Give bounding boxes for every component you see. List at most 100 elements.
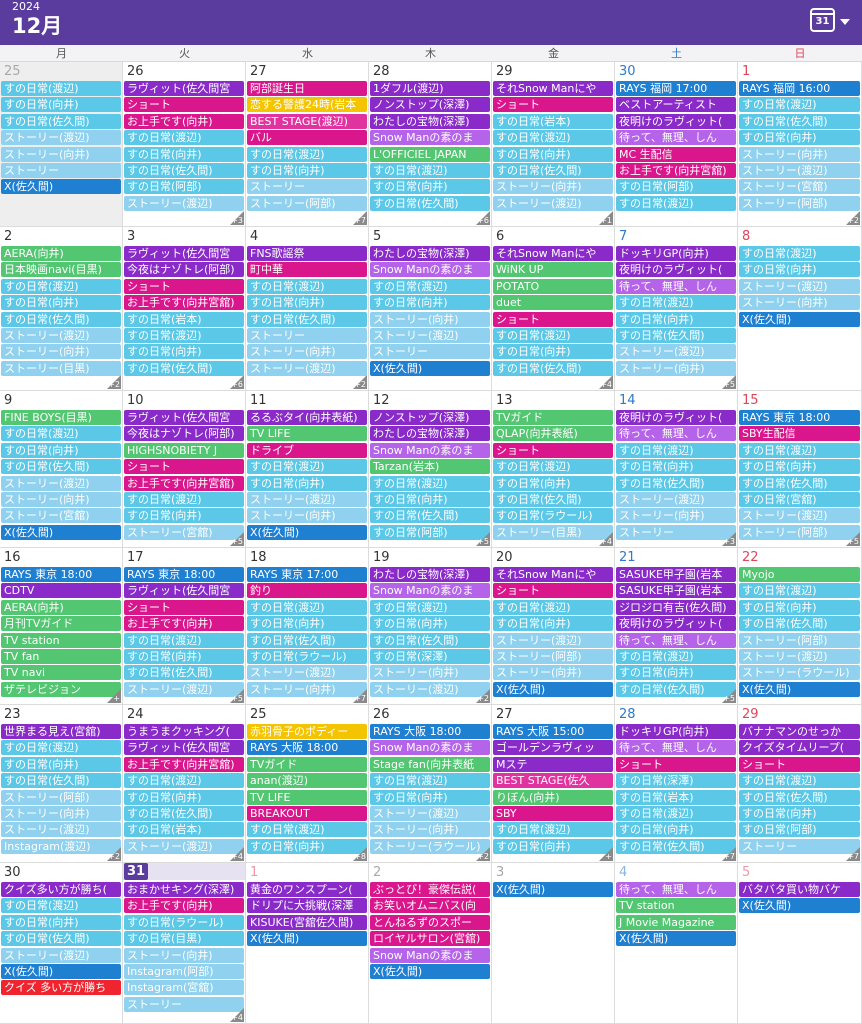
- calendar-event[interactable]: クイズタイムリープ(: [739, 740, 860, 756]
- calendar-event[interactable]: すの日常(向井): [124, 649, 244, 664]
- calendar-event[interactable]: ドリプに大挑戦(深澤: [247, 898, 367, 914]
- calendar-event[interactable]: すの日常(向井): [247, 838, 367, 854]
- calendar-event[interactable]: FNS歌謡祭: [247, 246, 367, 261]
- calendar-event[interactable]: すの日常(岩本): [124, 822, 244, 838]
- calendar-event[interactable]: J Movie Magazine: [616, 914, 736, 930]
- calendar-event[interactable]: ストーリー(阿部): [739, 195, 860, 211]
- calendar-event[interactable]: ラヴィット(佐久間宮: [124, 583, 244, 599]
- calendar-event[interactable]: ストーリー(渡辺): [739, 508, 860, 524]
- calendar-event[interactable]: ドッキリGP(向井): [616, 246, 736, 261]
- calendar-event[interactable]: ショート: [124, 97, 244, 113]
- calendar-event[interactable]: すの日常(渡辺): [1, 278, 121, 294]
- day-cell[interactable]: 27 阿部誕生日 恋する警護24時(岩本 BEST STAGE(渡辺) バル すの日常(渡…: [246, 62, 369, 227]
- calendar-event[interactable]: お上手です(向井宮舘): [124, 756, 244, 772]
- calendar-event[interactable]: すの日常(佐久間): [616, 681, 736, 697]
- calendar-event[interactable]: すの日常(渡辺): [493, 328, 613, 343]
- calendar-event[interactable]: それSnow Manにや: [493, 567, 613, 582]
- calendar-event[interactable]: すの日常(阿部): [124, 179, 244, 195]
- calendar-event[interactable]: ストーリー(ラウール): [370, 838, 490, 854]
- day-cell[interactable]: 30 RAYS 福岡 17:00 ベストアーティスト 夜明けのラヴィット(待って、無理…: [615, 62, 738, 227]
- calendar-event[interactable]: すの日常(向井): [616, 665, 736, 681]
- calendar-event[interactable]: KISUKE(宮舘佐久間): [247, 914, 367, 930]
- day-cell[interactable]: 2 AERA(向井) 日本映画navi(目黒) すの日常(渡辺) すの日常(向井) すの日…: [0, 227, 123, 391]
- calendar-event[interactable]: X(佐久間): [739, 311, 860, 327]
- chevron-down-icon[interactable]: [840, 19, 850, 25]
- calendar-event[interactable]: ストーリー(渡辺): [1, 947, 121, 963]
- calendar-event[interactable]: すの日常(渡辺): [124, 328, 244, 343]
- calendar-event[interactable]: ショート: [493, 97, 613, 113]
- calendar-event[interactable]: X(佐久間): [739, 681, 860, 697]
- day-cell[interactable]: 17 RAYS 東京 18:00 ラヴィット(佐久間宮 ショート お上手です(向井) すの…: [123, 548, 246, 705]
- calendar-event[interactable]: すの日常(向井): [739, 599, 860, 615]
- day-cell[interactable]: 2 ぶっとび！豪傑伝説(お笑いオムニバス(向 とんねるずのスポー ロイヤルサロン(宮舘…: [369, 863, 492, 1024]
- calendar-event[interactable]: すの日常(向井): [370, 492, 490, 507]
- calendar-event[interactable]: わたしの宝物(深澤): [370, 113, 490, 129]
- calendar-event[interactable]: すの日常(佐久間): [247, 311, 367, 327]
- calendar-event[interactable]: TV station: [616, 898, 736, 914]
- calendar-event[interactable]: バル: [247, 130, 367, 146]
- calendar-event[interactable]: すの日常(渡辺): [616, 195, 736, 211]
- calendar-event[interactable]: すの日常(渡辺): [247, 278, 367, 294]
- calendar-event[interactable]: 待って、無理、しん: [616, 426, 736, 442]
- calendar-event[interactable]: すの日常(佐久間): [616, 475, 736, 491]
- calendar-event[interactable]: ストーリー(向井): [247, 344, 367, 360]
- calendar-event[interactable]: ストーリー(向井): [493, 665, 613, 681]
- calendar-event[interactable]: すの日常(向井): [1, 756, 121, 772]
- calendar-event[interactable]: クイズ多い方が勝ち(: [1, 882, 121, 897]
- calendar-event[interactable]: ショート: [124, 599, 244, 615]
- more-events-indicator[interactable]: +5: [476, 532, 490, 546]
- day-cell[interactable]: 9 FINE BOYS(目黒) すの日常(渡辺) すの日常(向井) すの日常(佐久間) ス…: [0, 391, 123, 548]
- calendar-event[interactable]: すの日常(佐久間): [247, 632, 367, 648]
- calendar-event[interactable]: すの日常(向井): [124, 146, 244, 162]
- calendar-event[interactable]: すの日常(岩本): [124, 311, 244, 327]
- calendar-event[interactable]: すの日常(向井): [616, 822, 736, 838]
- calendar-event[interactable]: TVガイド: [493, 410, 613, 425]
- calendar-event[interactable]: すの日常(佐久間): [1, 773, 121, 789]
- calendar-event[interactable]: すの日常(渡辺): [1, 81, 121, 96]
- calendar-event[interactable]: Snow Manの素のま: [370, 740, 490, 756]
- calendar-event[interactable]: Stage fan(向井表紙: [370, 756, 490, 772]
- more-events-indicator[interactable]: +: [107, 689, 121, 703]
- calendar-event[interactable]: ストーリー(向井): [616, 360, 736, 376]
- calendar-event[interactable]: すの日常(渡辺): [739, 583, 860, 599]
- calendar-event[interactable]: すの日常(佐久間): [739, 475, 860, 491]
- calendar-event[interactable]: 夜明けのラヴィット(: [616, 616, 736, 632]
- calendar-event[interactable]: ショート: [739, 756, 860, 772]
- calendar-event[interactable]: ストーリー(向井): [370, 822, 490, 838]
- day-cell[interactable]: 22 Myojo すの日常(渡辺) すの日常(向井) すの日常(佐久間) ストーリー(阿部…: [738, 548, 862, 705]
- calendar-event[interactable]: すの日常(渡辺): [124, 632, 244, 648]
- more-events-indicator[interactable]: +5: [230, 532, 244, 546]
- calendar-event[interactable]: ストーリー(宮舘): [739, 179, 860, 195]
- calendar-event[interactable]: SBY生配信: [739, 426, 860, 442]
- calendar-event[interactable]: すの日常(渡辺): [739, 773, 860, 789]
- calendar-event[interactable]: ストーリー(向井): [739, 146, 860, 162]
- day-cell[interactable]: 10 ラヴィット(佐久間宮 今夜はナゾトレ(阿部) HIGHSNOBIETY J ショー…: [123, 391, 246, 548]
- calendar-event[interactable]: ストーリー(渡辺): [370, 806, 490, 821]
- calendar-event[interactable]: すの日常(佐久間): [370, 632, 490, 648]
- calendar-event[interactable]: BEST STAGE(佐久: [493, 773, 613, 789]
- more-events-indicator[interactable]: +: [599, 847, 613, 861]
- calendar-event[interactable]: ラヴィット(佐久間宮: [124, 81, 244, 96]
- calendar-event[interactable]: ストーリー: [370, 344, 490, 360]
- calendar-event[interactable]: TV LIFE: [247, 789, 367, 805]
- calendar-event[interactable]: それSnow Manにや: [493, 81, 613, 96]
- calendar-event[interactable]: 釣り: [247, 583, 367, 599]
- more-events-indicator[interactable]: +5: [230, 689, 244, 703]
- day-cell[interactable]: 13 TVガイド QLAP(向井表紙) ショート すの日常(渡辺) すの日常(向井) すの日…: [492, 391, 615, 548]
- calendar-event[interactable]: ストーリー(向井): [1, 492, 121, 507]
- calendar-event[interactable]: すの日常(向井): [247, 475, 367, 491]
- day-cell[interactable]: 4 待って、無理、しん TV station J Movie Magazine X(佐久…: [615, 863, 738, 1024]
- calendar-event[interactable]: すの日常(阿部): [370, 524, 490, 540]
- calendar-event[interactable]: すの日常(向井): [1, 914, 121, 930]
- calendar-event[interactable]: すの日常(向井): [1, 97, 121, 113]
- calendar-event[interactable]: 夜明けのラヴィット(: [616, 410, 736, 425]
- calendar-event[interactable]: すの日常(岩本): [616, 789, 736, 805]
- day-cell[interactable]: 26 RAYS 大阪 18:00 Snow Manの素のま Stage fan(向井表…: [369, 705, 492, 863]
- more-events-indicator[interactable]: +4: [230, 1008, 244, 1022]
- calendar-event[interactable]: すの日常(渡辺): [1, 426, 121, 442]
- calendar-event[interactable]: すの日常(向井): [739, 459, 860, 475]
- calendar-event[interactable]: すの日常(向井): [124, 508, 244, 524]
- calendar-event[interactable]: ストーリー(渡辺): [616, 344, 736, 360]
- calendar-event[interactable]: お上手です(向井): [124, 113, 244, 129]
- calendar-event[interactable]: すの日常(渡辺): [1, 740, 121, 756]
